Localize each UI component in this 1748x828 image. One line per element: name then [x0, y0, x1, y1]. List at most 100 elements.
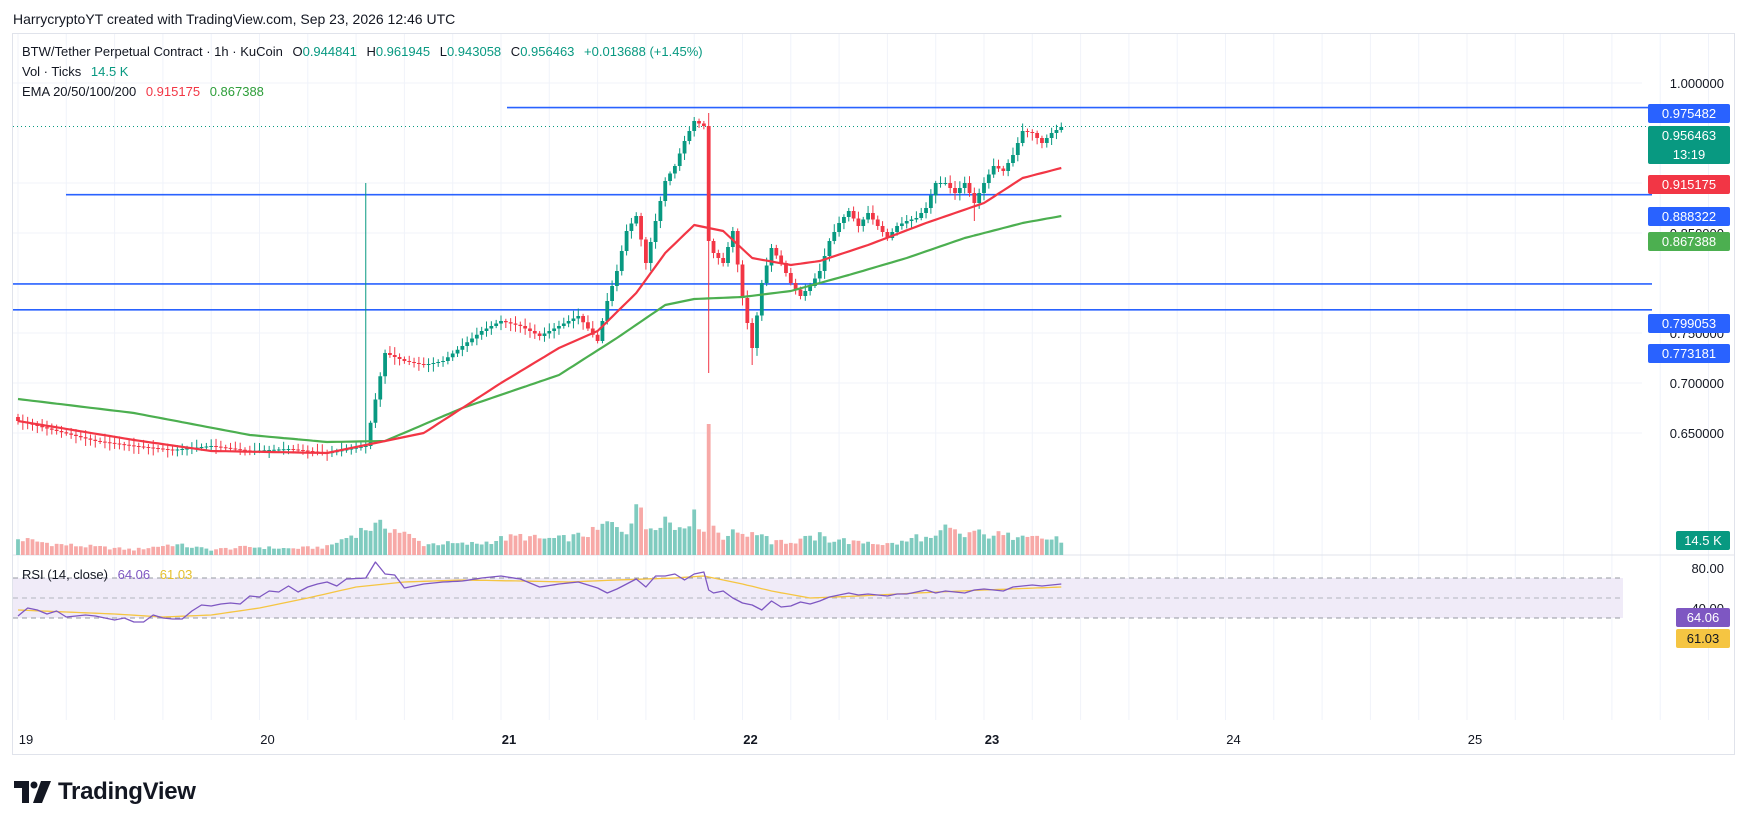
volume-bar	[566, 541, 571, 555]
candle-body	[711, 241, 716, 253]
volume-bar	[1054, 536, 1059, 555]
volume-bar	[730, 529, 735, 555]
volume-bar	[750, 532, 755, 555]
volume-bar	[735, 532, 740, 555]
legend-vol-value: 14.5 K	[90, 64, 129, 79]
volume-bar	[359, 527, 363, 555]
volume-bar	[924, 536, 928, 555]
candle-body	[402, 359, 407, 361]
candle-body	[49, 428, 54, 430]
candle-body	[948, 183, 953, 188]
volume-bar	[552, 538, 557, 555]
candle-body	[354, 447, 358, 449]
volume-bar	[54, 543, 59, 555]
volume-bar	[388, 532, 392, 555]
candle-body	[218, 446, 223, 448]
rsi-ma-line	[17, 575, 1062, 618]
volume-bar	[363, 530, 368, 555]
volume-bar	[460, 542, 465, 555]
candle-body	[1035, 133, 1040, 138]
volume-bar	[871, 544, 875, 555]
candle-body	[359, 446, 363, 448]
volume-bar	[407, 533, 412, 555]
price-pill-countdown: 13:19	[1648, 145, 1730, 164]
volume-bar	[813, 540, 817, 555]
candle-body	[185, 448, 189, 450]
volume-bar	[378, 519, 383, 555]
candle-body	[59, 431, 64, 433]
candle-body	[74, 434, 78, 436]
volume-bar	[170, 546, 175, 555]
candle-body	[296, 449, 301, 451]
candle-body	[276, 449, 281, 451]
volume-bar	[354, 537, 358, 555]
volume-bar	[20, 541, 25, 555]
candle-body	[735, 231, 740, 265]
time-tick-label: 21	[502, 732, 516, 747]
candle-body	[933, 183, 938, 196]
tradingview-logo[interactable]: TradingView	[14, 778, 196, 806]
candle-body	[571, 318, 576, 321]
volume-bar	[233, 548, 238, 555]
candle-body	[508, 322, 513, 324]
candle-body	[880, 226, 885, 232]
legend-ema50: 0.867388	[209, 84, 264, 99]
legend-ema-label[interactable]: EMA 20/50/100/200	[22, 84, 137, 99]
volume-bar	[189, 547, 194, 555]
volume-bar	[247, 547, 252, 555]
candle-body	[663, 181, 668, 201]
volume-bar	[986, 538, 991, 555]
legend-close-label: C	[510, 44, 521, 59]
volume-bar	[315, 546, 320, 555]
legend-symbol[interactable]: BTW/Tether Perpetual Contract · 1h · KuC…	[22, 44, 283, 59]
candle-body	[605, 301, 610, 321]
chart-frame	[12, 33, 1735, 755]
candle-body	[272, 449, 276, 451]
volume-bar	[716, 532, 721, 555]
volume-bar	[808, 535, 813, 555]
candle-body	[595, 334, 600, 341]
volume-bar	[788, 542, 793, 555]
candle-body	[1030, 132, 1035, 133]
candle-body	[909, 219, 914, 221]
volume-bar	[798, 538, 803, 555]
volume-bar	[421, 546, 426, 555]
candle-body	[895, 226, 899, 232]
candle-body	[528, 328, 532, 331]
legend-vol-label[interactable]: Vol · Ticks	[22, 64, 82, 79]
volume-bar	[1059, 542, 1064, 555]
legend-rsi-label[interactable]: RSI (14, close)	[22, 567, 108, 582]
volume-bar	[663, 516, 668, 555]
candle-body	[532, 331, 537, 334]
candle-body	[899, 223, 904, 226]
candle-body	[262, 450, 267, 452]
volume-bar	[107, 549, 112, 555]
candle-body	[866, 213, 870, 220]
candle-body	[938, 183, 943, 184]
candle-body	[557, 326, 561, 329]
price-pill-799: 0.799053	[1648, 314, 1730, 333]
volume-bar	[740, 533, 745, 555]
volume-bar	[759, 534, 764, 555]
volume-bar	[257, 547, 262, 555]
candle-body	[668, 173, 672, 181]
candle-body	[953, 188, 957, 193]
volume-bar	[933, 535, 938, 555]
volume-bar	[455, 543, 460, 555]
candle-body	[600, 321, 605, 341]
volume-bar	[755, 535, 759, 555]
legend-high-label: H	[366, 44, 376, 59]
ema20-line	[17, 166, 1062, 455]
candle-body	[552, 328, 557, 331]
candle-body	[788, 273, 793, 283]
candle-body	[383, 353, 387, 377]
candle-body	[209, 446, 214, 447]
candle-body	[88, 438, 93, 440]
candle-body	[45, 427, 49, 429]
legend-rsi-row: RSI (14, close) 64.06 61.03	[22, 567, 198, 582]
volume-bar	[185, 547, 189, 555]
candle-body	[513, 323, 518, 325]
candle-body	[54, 429, 59, 431]
candle-body	[803, 291, 808, 296]
